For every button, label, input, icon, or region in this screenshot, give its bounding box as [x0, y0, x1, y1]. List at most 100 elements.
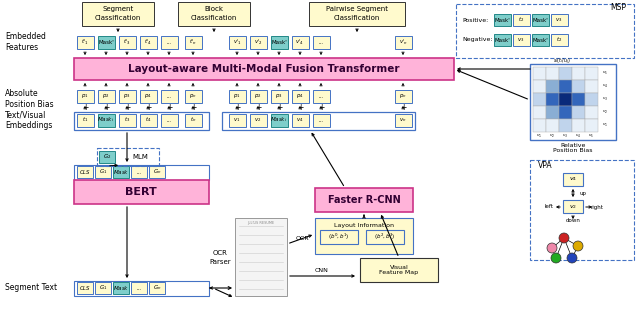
Bar [98, 90, 115, 103]
Text: Negative:: Negative: [462, 38, 493, 43]
Text: $v_4$: $v_4$ [602, 82, 608, 90]
Bar [366, 230, 404, 244]
Bar [292, 114, 309, 127]
Bar [585, 119, 598, 132]
Bar [572, 80, 585, 93]
Bar [533, 67, 546, 80]
Text: CLS: CLS [80, 286, 90, 291]
Bar [185, 36, 202, 49]
Bar [292, 90, 309, 103]
Text: $v_3$: $v_3$ [562, 132, 568, 140]
Bar [149, 282, 165, 294]
Text: ...: ... [318, 39, 324, 45]
Bar [77, 114, 94, 127]
Text: CLS: CLS [80, 169, 90, 175]
Text: +: + [276, 103, 282, 113]
Bar [395, 90, 412, 103]
Text: $p_1$: $p_1$ [81, 92, 89, 100]
Text: CNN: CNN [315, 268, 329, 273]
Bar [585, 80, 598, 93]
Text: $v_1$: $v_1$ [536, 132, 542, 140]
Text: $G_2$: $G_2$ [103, 153, 111, 162]
Text: $t_n$: $t_n$ [190, 115, 196, 124]
Bar [98, 114, 115, 127]
Text: $p_3$: $p_3$ [275, 92, 283, 100]
Text: OCR: OCR [212, 250, 227, 256]
Text: BERT: BERT [125, 187, 157, 197]
Text: Relative
Position Bias: Relative Position Bias [553, 142, 593, 153]
Text: $t'_n$: $t'_n$ [189, 38, 197, 46]
Text: $t_1$: $t_1$ [82, 115, 88, 124]
Bar [149, 166, 165, 178]
Text: Mask': Mask' [271, 39, 287, 45]
Text: $v_2$: $v_2$ [254, 116, 262, 124]
Text: Absolute
Position Bias: Absolute Position Bias [5, 89, 54, 109]
Bar [533, 106, 546, 119]
Circle shape [547, 243, 557, 253]
Bar [99, 151, 115, 163]
Bar [229, 36, 246, 49]
Text: $t_2$: $t_2$ [556, 36, 562, 45]
Text: +: + [318, 103, 324, 113]
Bar [178, 2, 250, 26]
Bar [140, 114, 157, 127]
Text: Mask': Mask' [494, 38, 510, 43]
Bar [235, 218, 287, 296]
Bar [572, 106, 585, 119]
Text: +: + [297, 103, 303, 113]
Text: $p_n$: $p_n$ [189, 92, 197, 100]
Bar [229, 90, 246, 103]
Text: $v_4$: $v_4$ [575, 132, 581, 140]
Bar [456, 4, 634, 58]
Bar [546, 93, 559, 106]
Text: $t_4$: $t_4$ [145, 115, 151, 124]
Bar [559, 67, 572, 80]
Bar [140, 36, 157, 49]
Bar [315, 218, 413, 254]
Bar [585, 67, 598, 80]
Text: Text/Visual
Embeddings: Text/Visual Embeddings [5, 110, 52, 130]
Text: $v_2$: $v_2$ [569, 203, 577, 211]
Text: +: + [82, 103, 88, 113]
Text: $G_1$: $G_1$ [99, 168, 107, 176]
Bar [563, 173, 583, 186]
Bar [313, 90, 330, 103]
Text: $v_4$: $v_4$ [296, 116, 304, 124]
Bar [551, 34, 568, 46]
Text: $G_n$: $G_n$ [153, 168, 161, 176]
Text: Visual
Feature Map: Visual Feature Map [380, 265, 419, 275]
Bar [131, 166, 147, 178]
Text: $p_n$: $p_n$ [399, 92, 407, 100]
Text: $t_3$: $t_3$ [124, 115, 130, 124]
Bar [572, 67, 585, 80]
Text: $t'_4$: $t'_4$ [144, 38, 152, 46]
Text: $v_5$: $v_5$ [588, 132, 594, 140]
Text: $v_5$: $v_5$ [602, 69, 608, 77]
Text: $v_n$: $v_n$ [399, 116, 407, 124]
Bar [292, 36, 309, 49]
Text: Layout-aware Multi-Modal Fusion Transformer: Layout-aware Multi-Modal Fusion Transfor… [128, 64, 400, 74]
Text: +: + [166, 103, 172, 113]
Text: MLM: MLM [132, 154, 148, 160]
Text: $v'_2$: $v'_2$ [253, 38, 262, 46]
Bar [360, 258, 438, 282]
Bar [77, 282, 93, 294]
Text: ...: ... [318, 117, 324, 122]
Text: JULIUS RESUME: JULIUS RESUME [248, 221, 275, 225]
Bar [95, 166, 111, 178]
Bar [131, 282, 147, 294]
Bar [530, 64, 616, 140]
Text: $p_2$: $p_2$ [102, 92, 110, 100]
Text: Mask': Mask' [532, 38, 548, 43]
Bar [315, 188, 413, 212]
Text: $v_1$: $v_1$ [234, 116, 241, 124]
Text: $Mask_i$: $Mask_i$ [270, 115, 287, 124]
Bar [271, 36, 288, 49]
Bar [82, 2, 154, 26]
Text: Embedded
Features: Embedded Features [5, 32, 46, 52]
Text: $t'_3$: $t'_3$ [123, 38, 131, 46]
Text: MSP: MSP [610, 3, 626, 12]
Circle shape [559, 233, 569, 243]
Text: $Mask$: $Mask$ [113, 284, 129, 292]
Text: Classification: Classification [191, 15, 237, 21]
